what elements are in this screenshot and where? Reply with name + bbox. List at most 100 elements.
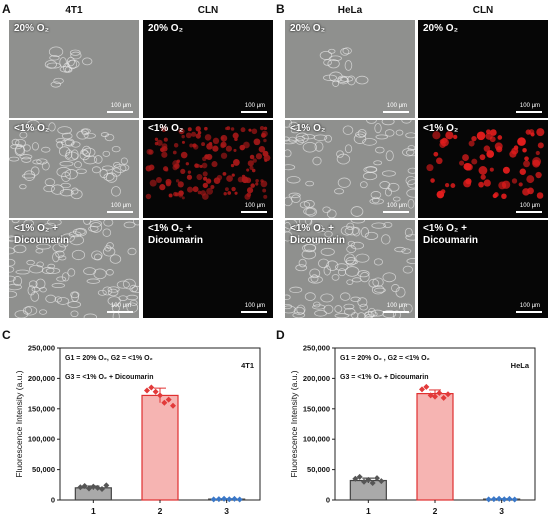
group-legend-line-1: G1 = 20% O₂ , G2 = <1% O₂ <box>340 355 430 362</box>
data-point <box>165 396 172 403</box>
x-tick-label: 1 <box>366 506 371 516</box>
panel-label-a: A <box>2 2 11 16</box>
data-point <box>436 389 443 396</box>
data-point <box>161 399 168 406</box>
scale-bar-line <box>516 311 542 313</box>
data-point <box>210 496 217 503</box>
scale-bar-label: 100 μm <box>386 303 408 309</box>
scale-bar-line <box>516 211 542 213</box>
scale-bar: 100 μm <box>516 103 542 113</box>
data-point <box>215 496 222 503</box>
condition-label: <1% O₂ + Dicoumarin <box>290 223 346 246</box>
scale-bar: 100 μm <box>383 303 409 313</box>
condition-label: <1% O₂ <box>148 123 184 134</box>
y-tick-label: 50,000 <box>307 465 330 474</box>
data-point <box>221 495 228 502</box>
x-tick-label: 2 <box>158 506 163 516</box>
scale-bar-label: 100 μm <box>244 103 266 109</box>
micrograph-4t1-cln-row2: <1% O₂ 100 μm <box>143 120 273 218</box>
data-point <box>432 393 438 400</box>
scale-bar: 100 μm <box>241 203 267 213</box>
y-tick-label: 100,000 <box>303 435 330 444</box>
chart-title: HeLa <box>511 361 530 370</box>
micrograph-hela-bf-row3: <1% O₂ + Dicoumarin 100 μm <box>285 220 415 318</box>
data-point <box>423 383 430 390</box>
micrograph-hela-cln-row3: <1% O₂ + Dicoumarin 100 μm <box>418 220 548 318</box>
scale-bar-line <box>383 211 409 213</box>
scale-bar: 100 μm <box>516 203 542 213</box>
data-point <box>419 386 425 393</box>
data-point <box>378 478 385 485</box>
scale-bar: 100 μm <box>241 103 267 113</box>
condition-label: <1% O₂ + Dicoumarin <box>148 223 204 246</box>
data-point <box>170 402 176 409</box>
y-tick-label: 50,000 <box>32 465 55 474</box>
chart-title: 4T1 <box>241 361 254 370</box>
condition-label: 20% O₂ <box>148 23 184 34</box>
panel-label-d: D <box>276 328 285 342</box>
panel-label-b: B <box>276 2 285 16</box>
data-point <box>236 496 243 503</box>
micrograph-4t1-cln-row1: 20% O₂ 100 μm <box>143 20 273 118</box>
scale-bar-line <box>107 111 133 113</box>
scale-bar: 100 μm <box>107 203 133 213</box>
data-point <box>90 483 97 490</box>
scale-bar-label: 100 μm <box>386 103 408 109</box>
condition-label: <1% O₂ + Dicoumarin <box>14 223 70 246</box>
data-point <box>81 483 88 490</box>
micrograph-4t1-bf-row2: <1% O₂ 100 μm <box>9 120 139 218</box>
micrograph-4t1-cln-row3: <1% O₂ + Dicoumarin 100 μm <box>143 220 273 318</box>
y-tick-label: 0 <box>326 496 330 505</box>
scale-bar-line <box>516 111 542 113</box>
column-header-cln-b: CLN <box>472 5 494 16</box>
scale-bar-label: 100 μm <box>519 203 541 209</box>
x-tick-label: 3 <box>224 506 229 516</box>
scale-bar-label: 100 μm <box>110 303 132 309</box>
scale-bar-label: 100 μm <box>519 103 541 109</box>
scale-bar-label: 100 μm <box>386 203 408 209</box>
data-point <box>485 496 492 503</box>
scale-bar: 100 μm <box>107 103 133 113</box>
data-point <box>506 495 513 502</box>
scale-bar-line <box>107 211 133 213</box>
y-tick-label: 200,000 <box>303 374 330 383</box>
y-axis-label: Fluorescence Intensity (a.u.) <box>14 370 24 477</box>
chart-4t1: 0 50,000 100,000 150,000 200,000 250,000 Fluor… <box>14 344 261 516</box>
data-point <box>356 473 363 480</box>
data-point <box>94 484 101 491</box>
scale-bar-line <box>241 311 267 313</box>
scale-bar: 100 μm <box>107 303 133 313</box>
scale-bar: 100 μm <box>383 203 409 213</box>
data-point <box>445 391 451 398</box>
bar-2 <box>141 394 179 501</box>
condition-label: <1% O₂ <box>423 123 459 134</box>
scale-bar-line <box>241 111 267 113</box>
data-point <box>157 392 163 399</box>
data-point <box>440 394 447 401</box>
condition-label: 20% O₂ <box>423 23 459 34</box>
micrograph-4t1-bf-row1: 20% O₂ 100 μm <box>9 20 139 118</box>
data-point <box>103 482 110 489</box>
condition-label: 20% O₂ <box>290 23 326 34</box>
data-point <box>99 486 105 493</box>
data-point <box>148 384 155 391</box>
y-tick-label: 200,000 <box>28 374 55 383</box>
data-point <box>496 495 503 502</box>
scale-bar-label: 100 μm <box>244 303 266 309</box>
bar-2 <box>416 392 454 501</box>
group-legend-line-1: G1 = 20% O₂, G2 = <1% O₂ <box>65 355 153 362</box>
data-point <box>226 496 233 503</box>
panel-label-c: C <box>2 328 11 342</box>
condition-label: <1% O₂ + Dicoumarin <box>423 223 479 246</box>
y-tick-label: 100,000 <box>28 435 55 444</box>
scale-bar: 100 μm <box>241 303 267 313</box>
column-header-hela: HeLa <box>337 5 363 16</box>
data-point <box>231 495 238 502</box>
y-tick-label: 0 <box>51 496 55 505</box>
micrograph-hela-bf-row1: 20% O₂ 100 μm <box>285 20 415 118</box>
scale-bar-line <box>383 311 409 313</box>
chart-hela: 0 50,000 100,000 150,000 200,000 250,000 Fluor… <box>289 344 536 516</box>
y-tick-label: 250,000 <box>303 344 330 353</box>
group-legend-line-2: G3 = <1% O₂ + Dicoumarin <box>340 374 429 381</box>
scale-bar-line <box>383 111 409 113</box>
